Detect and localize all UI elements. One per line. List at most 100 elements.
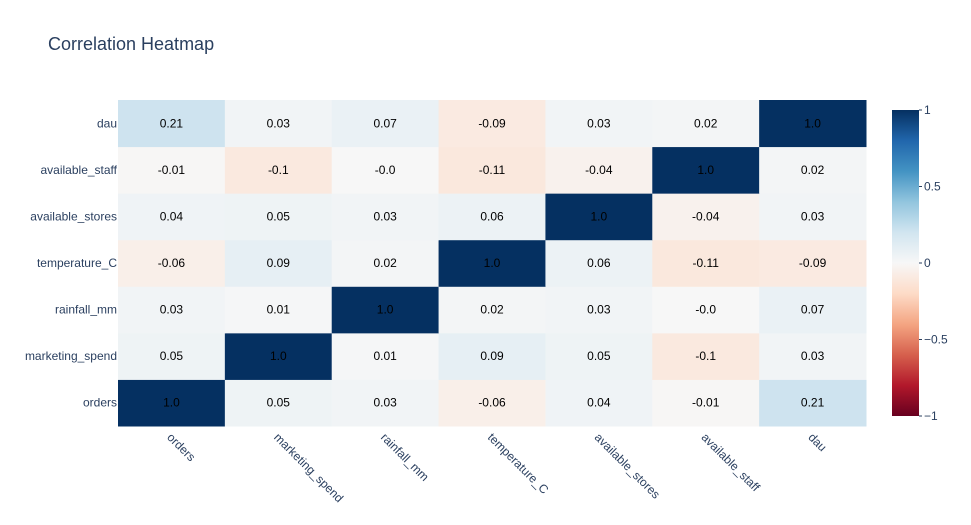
cell-value-label: -0.06 xyxy=(478,396,506,410)
cell-value-label: 0.09 xyxy=(480,349,504,363)
x-tick-label: available_staff xyxy=(699,430,763,494)
cell-value-label: -0.1 xyxy=(268,163,289,177)
heatmap-cell-marketing_spend-marketing_spend xyxy=(224,332,333,380)
heatmap-cell-marketing_spend-orders xyxy=(118,332,226,380)
cell-value-label: 0.09 xyxy=(267,256,291,270)
cell-value-label: -0.11 xyxy=(479,163,506,177)
y-tick-label: dau xyxy=(97,116,117,130)
cell-value-label: 1.0 xyxy=(163,396,180,410)
heatmap-cell-dau-orders xyxy=(118,100,226,148)
cell-value-label: 1.0 xyxy=(484,256,501,270)
colorbar-tick-label: −1 xyxy=(924,409,938,423)
cell-value-label: 0.02 xyxy=(480,303,504,317)
y-tick-label: temperature_C xyxy=(37,256,117,270)
heatmap-cell-temperature_C-available_stores xyxy=(545,239,653,287)
cell-value-label: -0.01 xyxy=(692,396,720,410)
cell-value-label: 0.06 xyxy=(480,209,504,223)
colorbar-tick-label: 0.5 xyxy=(924,180,941,194)
heatmap-cell-orders-available_staff xyxy=(652,379,760,427)
y-tick-label: available_stores xyxy=(30,209,117,223)
cell-value-label: 0.03 xyxy=(801,349,825,363)
cell-value-label: 0.03 xyxy=(160,303,184,317)
heatmap-cell-dau-available_staff xyxy=(652,100,760,148)
cell-value-label: -0.06 xyxy=(158,256,186,270)
heatmap-cell-available_stores-orders xyxy=(118,193,226,241)
heatmap-cell-marketing_spend-available_staff xyxy=(652,332,760,380)
cell-value-label: 0.21 xyxy=(160,116,184,130)
heatmap-cell-marketing_spend-available_stores xyxy=(545,332,653,380)
cell-value-label: 1.0 xyxy=(377,303,394,317)
cell-value-label: -0.1 xyxy=(695,349,716,363)
heatmap-cell-available_stores-dau xyxy=(759,193,867,241)
heatmap-cell-orders-orders xyxy=(118,379,226,427)
heatmap-cell-available_stores-available_stores xyxy=(545,193,653,241)
cell-value-label: 0.05 xyxy=(267,396,291,410)
colorbar-tick-label: −0.5 xyxy=(924,333,948,347)
cell-value-label: 0.01 xyxy=(373,349,397,363)
colorbar-tick-labels: 1 0.5 0 −0.5 −1 xyxy=(919,103,948,423)
heatmap-cell-rainfall_mm-available_staff xyxy=(652,286,760,334)
heatmap-cell-dau-temperature_C xyxy=(438,100,546,148)
cell-value-label: -0.01 xyxy=(158,163,186,177)
colorbar-gradient xyxy=(892,110,919,416)
heatmap-cell-temperature_C-rainfall_mm xyxy=(331,239,440,287)
heatmap-cell-rainfall_mm-dau xyxy=(759,286,867,334)
cell-value-label: 1.0 xyxy=(270,349,287,363)
cell-value-label: 0.01 xyxy=(267,303,291,317)
heatmap-cells xyxy=(118,100,867,427)
colorbar-tick-label: 1 xyxy=(924,103,931,117)
cell-value-label: -0.11 xyxy=(692,256,719,270)
heatmap-cell-available_staff-dau xyxy=(759,146,867,194)
y-tick-label: rainfall_mm xyxy=(55,303,117,317)
heatmap-cell-rainfall_mm-available_stores xyxy=(545,286,653,334)
cell-value-label: 0.05 xyxy=(160,349,184,363)
heatmap-cell-labels: 1.0 0.05 0.03 -0.06 0.04 -0.01 0.21 0.05 1.0 0.01… xyxy=(158,116,827,409)
x-tick-label: available_stores xyxy=(592,430,663,501)
cell-value-label: 0.03 xyxy=(267,116,291,130)
cell-value-label: 0.07 xyxy=(373,116,397,130)
colorbar: 1 0.5 0 −0.5 −1 xyxy=(892,103,948,423)
cell-value-label: 1.0 xyxy=(804,116,821,130)
cell-value-label: -0.0 xyxy=(695,303,716,317)
heatmap-cell-orders-rainfall_mm xyxy=(331,379,440,427)
cell-value-label: 0.02 xyxy=(373,256,397,270)
cell-value-label: 0.07 xyxy=(801,303,825,317)
heatmap-cell-available_staff-rainfall_mm xyxy=(331,146,440,194)
heatmap-cell-available_staff-available_staff xyxy=(652,146,760,194)
heatmap-cell-rainfall_mm-temperature_C xyxy=(438,286,546,334)
cell-value-label: 1.0 xyxy=(591,209,608,223)
cell-value-label: -0.09 xyxy=(799,256,827,270)
cell-value-label: 0.02 xyxy=(801,163,825,177)
y-tick-label: orders xyxy=(83,396,117,410)
cell-value-label: 0.04 xyxy=(587,396,611,410)
y-axis-tick-labels: orders marketing_spend rainfall_mm temperat… xyxy=(25,116,118,409)
cell-value-label: 0.05 xyxy=(587,349,611,363)
heatmap-cell-available_staff-orders xyxy=(118,146,226,194)
heatmap-cell-rainfall_mm-marketing_spend xyxy=(224,286,333,334)
heatmap-cell-available_staff-temperature_C xyxy=(438,146,546,194)
heatmap-cell-marketing_spend-rainfall_mm xyxy=(331,332,440,380)
cell-value-label: -0.09 xyxy=(478,116,506,130)
x-tick-label: temperature_C xyxy=(485,430,552,497)
cell-value-label: -0.04 xyxy=(692,209,720,223)
heatmap-cell-orders-available_stores xyxy=(545,379,653,427)
x-tick-label: dau xyxy=(805,430,829,454)
heatmap-cell-temperature_C-temperature_C xyxy=(438,239,546,287)
heatmap-cell-temperature_C-dau xyxy=(759,239,867,287)
cell-value-label: 0.06 xyxy=(587,256,611,270)
heatmap-cell-dau-rainfall_mm xyxy=(331,100,440,148)
heatmap-cell-available_stores-rainfall_mm xyxy=(331,193,440,241)
y-tick-label: available_staff xyxy=(41,163,118,177)
cell-value-label: 0.03 xyxy=(587,303,611,317)
heatmap-cell-available_stores-marketing_spend xyxy=(224,193,333,241)
heatmap-cell-available_stores-available_staff xyxy=(652,193,760,241)
cell-value-label: -0.04 xyxy=(585,163,613,177)
cell-value-label: -0.0 xyxy=(375,163,396,177)
cell-value-label: 0.03 xyxy=(373,209,397,223)
x-tick-label: orders xyxy=(164,430,198,464)
heatmap-cell-available_staff-available_stores xyxy=(545,146,653,194)
heatmap-cell-orders-dau xyxy=(759,379,867,427)
heatmap-cell-temperature_C-orders xyxy=(118,239,226,287)
heatmap-cell-dau-available_stores xyxy=(545,100,653,148)
